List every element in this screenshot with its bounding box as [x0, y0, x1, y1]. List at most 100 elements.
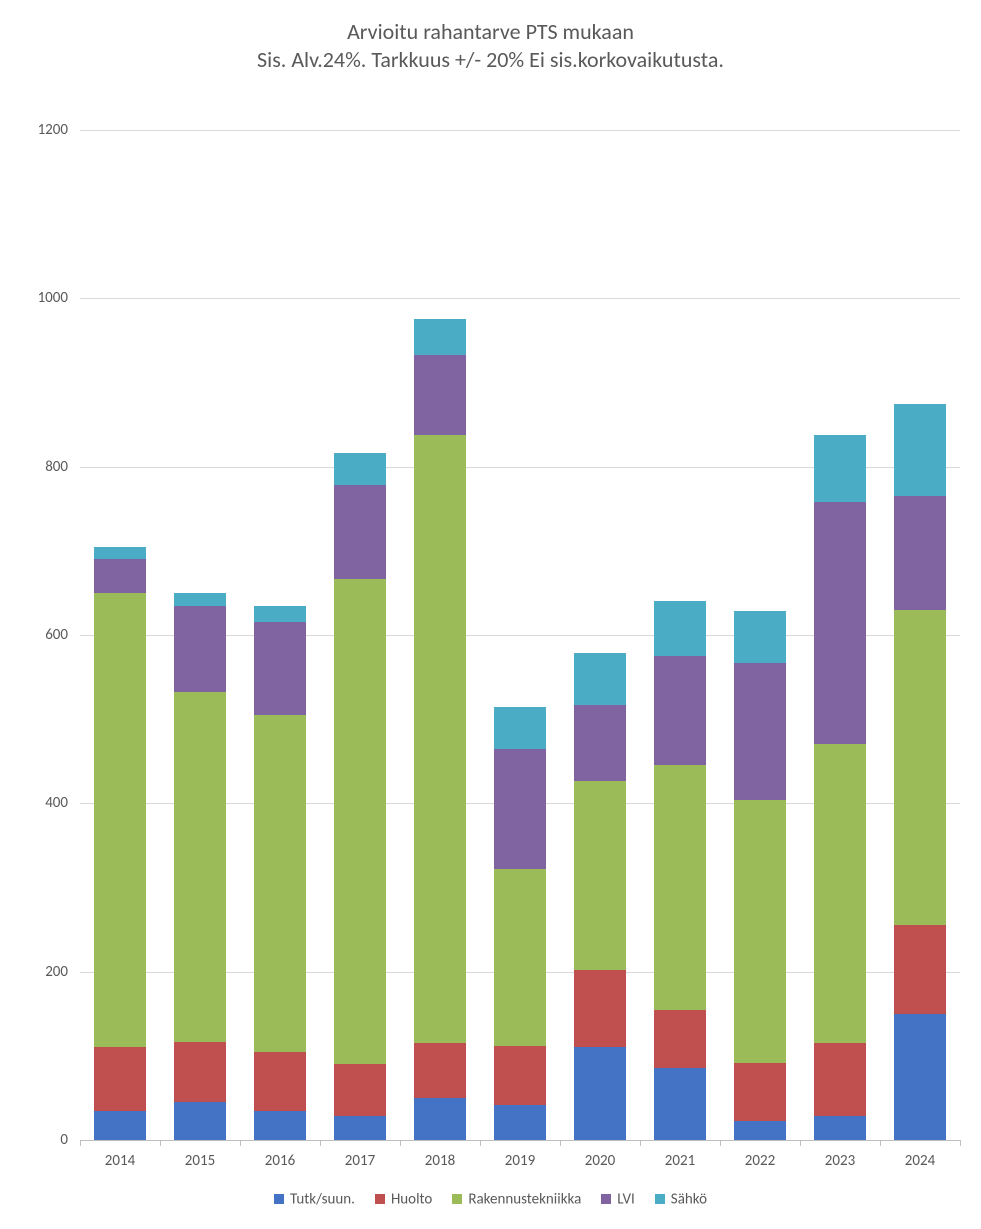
- x-tick: [160, 1140, 161, 1146]
- bar-segment: [494, 869, 547, 1046]
- legend-item: Rakennustekniikka: [452, 1190, 581, 1208]
- bar-segment: [574, 705, 627, 781]
- bar-segment: [894, 404, 947, 497]
- x-tick: [880, 1140, 881, 1146]
- bar-segment: [174, 692, 227, 1041]
- y-tick-label: 1000: [0, 289, 68, 307]
- bar-segment: [654, 656, 707, 765]
- bar-segment: [254, 715, 307, 1052]
- bar-segment: [254, 1111, 307, 1140]
- bar-segment: [254, 606, 307, 623]
- bar-segment: [94, 1047, 147, 1110]
- bar-segment: [574, 781, 627, 970]
- bar: [414, 130, 467, 1140]
- x-tick: [80, 1140, 81, 1146]
- bar-segment: [334, 1064, 387, 1116]
- bar-segment: [174, 1042, 227, 1103]
- bar-segment: [334, 453, 387, 485]
- bar-segment: [414, 1098, 467, 1140]
- x-tick: [640, 1140, 641, 1146]
- x-tick-label: 2014: [105, 1152, 135, 1170]
- legend-swatch: [601, 1194, 611, 1204]
- bar-segment: [494, 1046, 547, 1105]
- bar-segment: [174, 1102, 227, 1140]
- bar: [814, 130, 867, 1140]
- legend-swatch: [452, 1194, 462, 1204]
- bar-segment: [894, 610, 947, 926]
- bar: [894, 130, 947, 1140]
- legend-swatch: [274, 1194, 284, 1204]
- x-tick: [240, 1140, 241, 1146]
- bar-segment: [814, 1116, 867, 1140]
- y-tick-label: 600: [0, 626, 68, 644]
- chart-container: Arvioitu rahantarve PTS mukaan Sis. Alv.…: [0, 0, 981, 1229]
- y-tick-label: 1200: [0, 121, 68, 139]
- bar-segment: [814, 502, 867, 744]
- bar-segment: [254, 1052, 307, 1111]
- bar-segment: [254, 622, 307, 715]
- x-tick: [960, 1140, 961, 1146]
- bar-segment: [94, 1111, 147, 1140]
- bar-segment: [174, 606, 227, 693]
- bar-segment: [814, 1043, 867, 1116]
- x-tick-label: 2022: [745, 1152, 775, 1170]
- bar-segment: [654, 765, 707, 1009]
- y-tick-label: 400: [0, 794, 68, 812]
- bar-segment: [814, 435, 867, 502]
- legend-swatch: [375, 1194, 385, 1204]
- legend-label: Huolto: [391, 1190, 432, 1208]
- bar-segment: [94, 547, 147, 560]
- bar-segment: [734, 663, 787, 800]
- x-tick-label: 2018: [425, 1152, 455, 1170]
- bar-segment: [734, 1121, 787, 1140]
- bar-segment: [734, 1063, 787, 1120]
- legend-item: LVI: [601, 1190, 635, 1208]
- bar-segment: [94, 593, 147, 1048]
- x-tick: [800, 1140, 801, 1146]
- x-tick-label: 2019: [505, 1152, 535, 1170]
- bar: [94, 130, 147, 1140]
- bar-segment: [94, 559, 147, 593]
- x-tick-label: 2023: [825, 1152, 855, 1170]
- x-tick: [720, 1140, 721, 1146]
- legend-label: LVI: [617, 1190, 635, 1208]
- x-tick-label: 2015: [185, 1152, 215, 1170]
- x-tick-label: 2024: [905, 1152, 935, 1170]
- chart-title-line-1: Arvioitu rahantarve PTS mukaan: [0, 18, 981, 46]
- bar-segment: [654, 601, 707, 656]
- bar-segment: [894, 1014, 947, 1140]
- bar-segment: [334, 579, 387, 1064]
- x-tick: [480, 1140, 481, 1146]
- bar-segment: [494, 749, 547, 869]
- bar: [174, 130, 227, 1140]
- bar-segment: [494, 707, 547, 749]
- bar-segment: [654, 1068, 707, 1140]
- legend-item: Huolto: [375, 1190, 432, 1208]
- bar-segment: [414, 435, 467, 1044]
- bar-segment: [574, 653, 627, 705]
- bar-segment: [414, 1043, 467, 1098]
- legend-label: Tutk/suun.: [290, 1190, 355, 1208]
- bar-segment: [814, 744, 867, 1043]
- bar-segment: [494, 1105, 547, 1140]
- y-tick-label: 800: [0, 458, 68, 476]
- chart-title-line-2: Sis. Alv.24%. Tarkkuus +/- 20% Ei sis.ko…: [0, 46, 981, 74]
- legend-item: Sähkö: [655, 1190, 707, 1208]
- bar: [574, 130, 627, 1140]
- legend-swatch: [655, 1194, 665, 1204]
- x-tick: [320, 1140, 321, 1146]
- bar-segment: [334, 1116, 387, 1140]
- x-tick: [560, 1140, 561, 1146]
- bar: [494, 130, 547, 1140]
- bar-segment: [414, 355, 467, 435]
- chart-legend: Tutk/suun. Huolto Rakennustekniikka LVI Sähk…: [0, 1190, 981, 1208]
- bar: [254, 130, 307, 1140]
- x-tick-label: 2016: [265, 1152, 295, 1170]
- x-tick-label: 2021: [665, 1152, 695, 1170]
- plot-area: 0200400600800100012002014201520162017201…: [80, 130, 960, 1140]
- bar-segment: [894, 925, 947, 1013]
- legend-label: Sähkö: [671, 1190, 707, 1208]
- x-axis-line: [80, 1140, 960, 1141]
- bar: [654, 130, 707, 1140]
- y-tick-label: 0: [0, 1131, 68, 1149]
